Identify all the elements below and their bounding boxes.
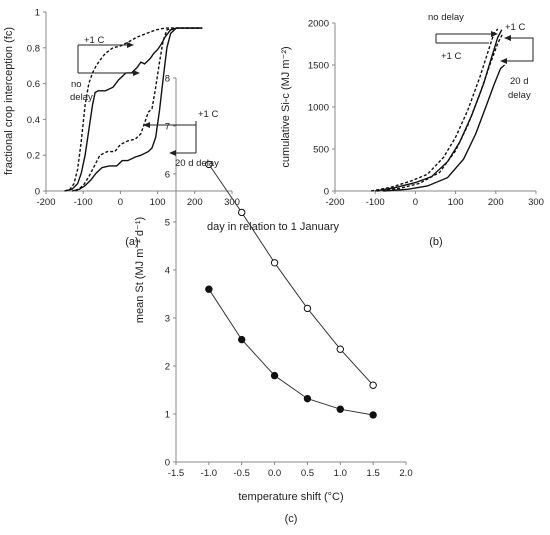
data-point — [336, 405, 344, 413]
y-tick-label: 3 — [165, 314, 170, 325]
data-point — [238, 208, 246, 217]
data-point — [369, 411, 377, 419]
annotation-plus1c: +1 C — [505, 22, 525, 33]
x-tick-label: -1.5 — [168, 468, 184, 479]
annotation-20d-delay: 20 d delay — [175, 158, 219, 169]
y-axis-label: cumulative Si-c (MJ m⁻²) — [280, 46, 292, 167]
annotation-bracket-right — [505, 37, 534, 62]
x-tick-label: -100 — [366, 197, 385, 208]
annotation-plus1c-2: +1 C — [441, 51, 461, 62]
panel-label: (b) — [429, 236, 442, 248]
x-tick-label: 0.5 — [301, 468, 314, 479]
annotation-20d: 20 d — [510, 76, 529, 87]
y-tick-label: 1 — [165, 410, 170, 421]
x-tick-label: -200 — [36, 197, 55, 208]
y-tick-label: 0.2 — [27, 151, 40, 162]
series-line — [375, 29, 503, 192]
annotation-delay: delay — [508, 90, 531, 101]
y-tick-label: 7 — [165, 122, 170, 133]
x-tick-label: 100 — [150, 197, 166, 208]
chart-panel-a: -200 -100 0 100 200 300 0 0.2 0.4 0.6 0.8 1 fraction… — [3, 8, 240, 249]
y-axis-label: fractional crop interception (fc) — [3, 27, 15, 175]
y-tick-label: 1 — [35, 8, 40, 19]
x-tick-label: 200 — [488, 197, 504, 208]
annotation-plus1c-top: +1 C — [84, 35, 104, 46]
y-tick-label: 8 — [165, 74, 170, 85]
y-tick-label: 0 — [165, 458, 170, 469]
annotation-no: no — [71, 79, 82, 90]
x-tick-label: 100 — [448, 197, 464, 208]
annotation-bracket-left — [435, 33, 495, 44]
x-tick-label: 0 — [413, 197, 418, 208]
shared-x-axis-label: day in relation to 1 January — [207, 221, 340, 233]
data-point — [238, 335, 246, 344]
x-tick-label: 2.0 — [399, 468, 412, 479]
series-line — [383, 64, 506, 192]
x-tick-label: 300 — [224, 197, 240, 208]
y-tick-label: 0.6 — [27, 79, 40, 90]
panel-label: (c) — [285, 513, 298, 525]
annotation-arrowhead — [143, 122, 176, 156]
annotation-plus1c-bottom: +1 C — [198, 109, 218, 120]
annotations-a: +1 C no delay +1 C 20 d delay — [70, 35, 219, 169]
x-tick-label: -200 — [325, 197, 344, 208]
x-tick-label: 0 — [118, 197, 123, 208]
x-tick-label: 1.0 — [334, 468, 347, 479]
y-tick-label: 5 — [165, 218, 170, 229]
series-line — [64, 27, 203, 192]
x-tick-label: 200 — [187, 197, 203, 208]
annotation-bracket-top — [77, 44, 133, 74]
data-point — [369, 381, 377, 389]
x-axis-label: temperature shift (°C) — [238, 491, 343, 503]
y-axis-label: mean St (MJ m⁻² d⁻¹) — [134, 217, 146, 323]
y-tick-label: 1500 — [308, 61, 329, 72]
annotation-no-delay: no delay — [428, 12, 464, 23]
series-line — [208, 164, 374, 386]
panel-label: (a) — [125, 236, 138, 248]
x-tick-label: 300 — [528, 197, 544, 208]
annotation-arrowhead — [500, 35, 511, 64]
y-tick-label: 0 — [324, 187, 329, 198]
x-tick-label: 0.0 — [268, 468, 281, 479]
data-point — [205, 160, 213, 169]
annotation-arrowhead — [127, 42, 140, 76]
series-line — [64, 27, 203, 192]
y-tick-label: 4 — [165, 266, 170, 277]
x-tick-label: 1.5 — [367, 468, 380, 479]
series-line — [75, 27, 203, 192]
y-tick-label: 2000 — [308, 19, 329, 30]
data-point — [270, 259, 279, 267]
series-line — [377, 32, 504, 192]
y-tick-label: 2 — [165, 362, 170, 373]
y-tick-label: 0.4 — [27, 115, 40, 126]
annotation-delay: delay — [70, 92, 93, 103]
data-point — [336, 345, 344, 353]
annotations-b: no delay +1 C +1 C 20 d delay — [428, 12, 534, 101]
data-point — [205, 285, 213, 293]
series-line — [208, 288, 374, 416]
data-point — [303, 304, 312, 313]
x-tick-label: -0.5 — [234, 468, 250, 479]
data-point — [303, 394, 312, 403]
series-line — [71, 27, 203, 192]
chart-panel-c: -1.5 -1.0 -0.5 0.0 0.5 1.0 1.5 2.0 0 1 2 3 4 5 6 7 8 mean… — [134, 74, 413, 526]
x-tick-label: -100 — [74, 197, 93, 208]
y-tick-label: 6 — [165, 170, 170, 181]
y-tick-label: 500 — [313, 145, 329, 156]
series-line — [371, 28, 499, 192]
y-tick-label: 1000 — [308, 103, 329, 114]
y-tick-label: 0.8 — [27, 43, 40, 54]
data-point — [270, 371, 279, 380]
annotation-arrowhead — [491, 31, 498, 37]
chart-panel-b: -200 -100 0 100 200 300 0 500 1000 1500 2000 cumula… — [280, 19, 544, 249]
y-tick-label: 0 — [35, 187, 40, 198]
x-tick-label: -1.0 — [201, 468, 217, 479]
